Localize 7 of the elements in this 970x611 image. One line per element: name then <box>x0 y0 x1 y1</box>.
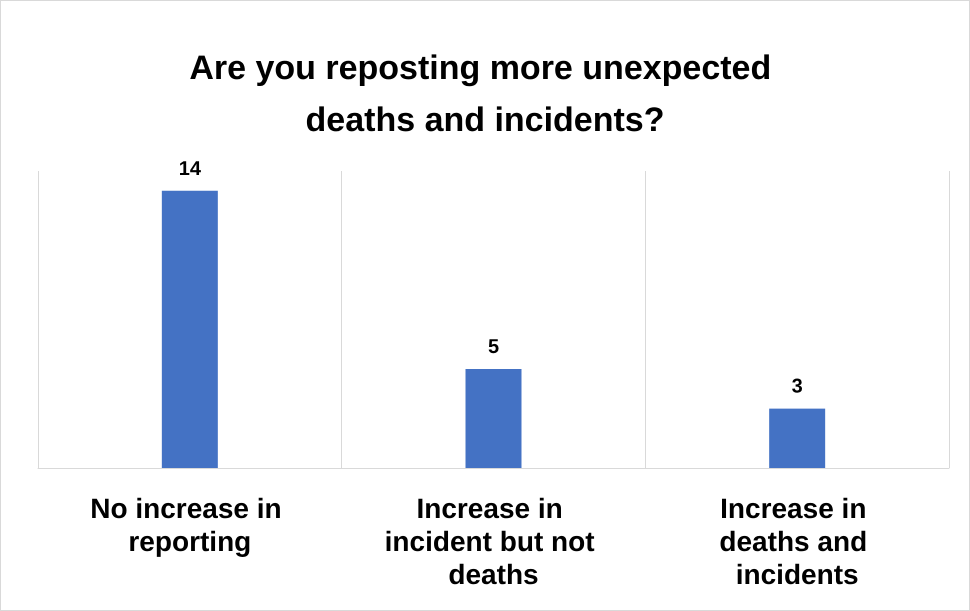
data-label: 3 <box>792 376 803 398</box>
x-tick-label: No increase in reporting <box>90 493 290 557</box>
data-label: 14 <box>178 158 202 180</box>
data-label: 5 <box>488 336 500 358</box>
chart-title: Are you reposting more unexpected deaths and incidents? <box>189 49 781 139</box>
x-tick-label: Increase in deaths and incidents <box>719 493 875 590</box>
x-tick-label: Increase in incident but not deaths <box>384 493 602 590</box>
